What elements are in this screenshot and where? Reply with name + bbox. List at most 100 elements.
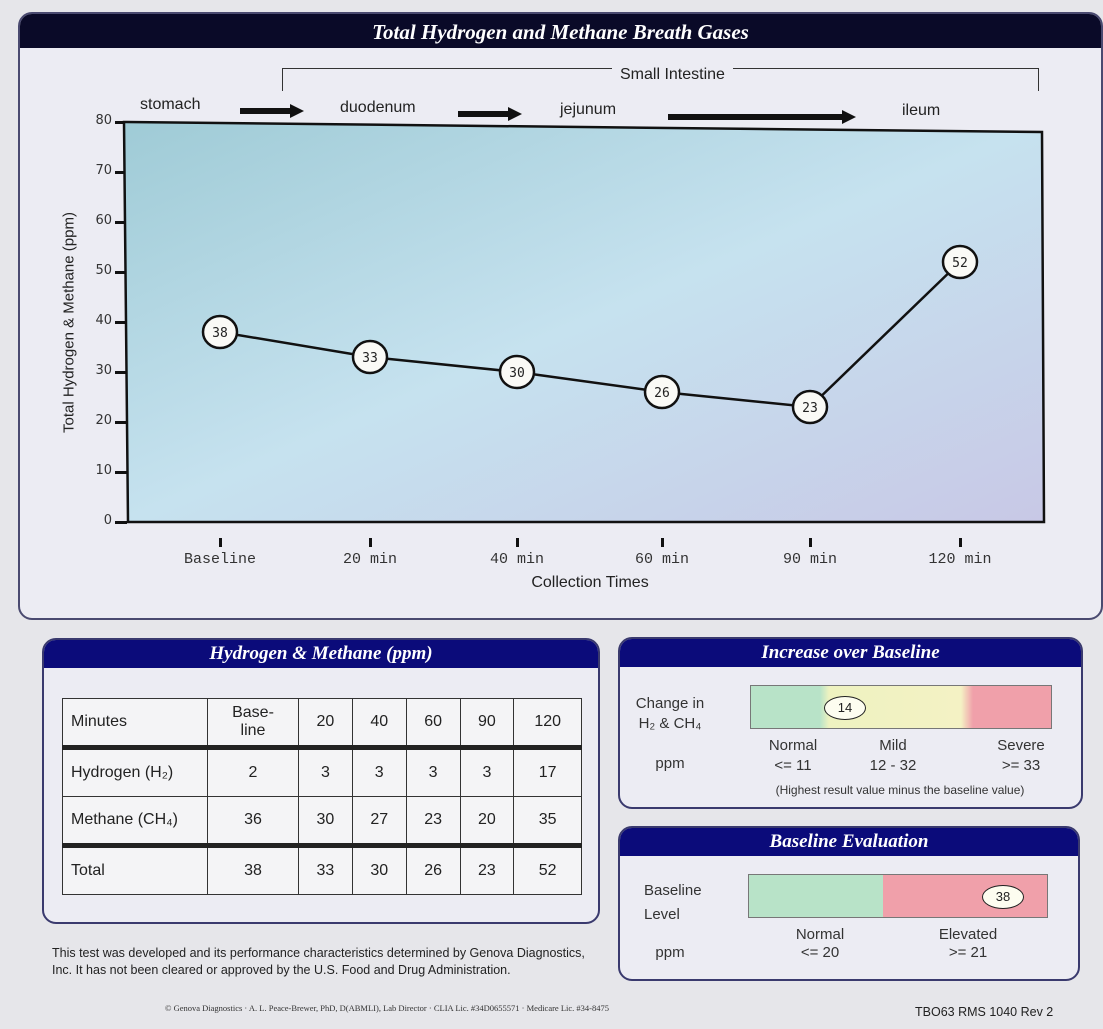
table-cell: 30	[297, 796, 353, 848]
range-mild-value: 12 - 32	[869, 757, 917, 774]
range-severe-name: Severe	[997, 737, 1045, 754]
y-tick-label: 50	[95, 263, 112, 278]
table-header-row: Minutes Base-line 20 40 60 90 120	[62, 698, 582, 750]
table-header-cell: 40	[351, 698, 407, 750]
range-normal-value: <= 11	[774, 757, 812, 774]
y-tick-mark	[115, 220, 127, 224]
increase-over-baseline-panel: Increase over Baseline Change in H₂ & CH…	[618, 637, 1083, 809]
y-tick-label: 60	[95, 213, 112, 228]
table-cell: 38	[207, 845, 299, 895]
arrow-icon	[458, 107, 522, 126]
table-header-cell: 60	[405, 698, 461, 750]
y-tick-label: 70	[95, 163, 112, 178]
table-cell: 23	[405, 796, 461, 848]
x-axis-label: Collection Times	[531, 574, 649, 591]
y-tick-mark	[115, 270, 127, 274]
table-header-cell: 20	[297, 698, 353, 750]
table-cell: 3	[405, 747, 461, 797]
x-tick-mark	[809, 538, 812, 547]
range-elevated-value: >= 21	[948, 944, 988, 961]
x-tick-label: 120 min	[928, 551, 992, 568]
data-point-label: 38	[212, 326, 228, 341]
region-ileum: ileum	[902, 102, 941, 119]
arrow-icon	[240, 104, 304, 123]
x-tick-label: Baseline	[183, 551, 256, 568]
lab-credits: © Genova Diagnostics · A. L. Peace-Brewe…	[165, 1003, 609, 1013]
form-code: TBO63 RMS 1040 Rev 2	[915, 1005, 1054, 1019]
table-cell: 23	[459, 845, 515, 895]
x-tick-mark	[516, 538, 519, 547]
table-cell: 35	[513, 796, 582, 848]
row-label: Hydrogen (H₂)	[62, 747, 208, 797]
data-point-label: 52	[952, 256, 968, 271]
region-stomach: stomach	[140, 96, 201, 113]
table-cell: 2	[207, 747, 299, 797]
table-cell: 3	[297, 747, 353, 797]
row-label: Total	[62, 845, 208, 895]
gas-table-title: Hydrogen & Methane (ppm)	[44, 640, 598, 668]
data-point-label: 30	[509, 366, 525, 381]
y-tick-mark	[115, 420, 127, 424]
table-cell: 3	[351, 747, 407, 797]
table-header-cell: 120	[513, 698, 582, 750]
range-mild-name: Mild	[879, 737, 907, 754]
data-point-label: 33	[362, 351, 378, 366]
y-tick-mark	[115, 120, 127, 124]
y-tick-mark	[115, 370, 127, 374]
baseline-panel-title: Baseline Evaluation	[620, 828, 1078, 856]
baseline-label-line2: Level	[644, 906, 680, 923]
range-normal-name: Normal	[768, 737, 818, 754]
data-point-marker	[351, 339, 389, 375]
increase-panel-title: Increase over Baseline	[620, 639, 1081, 667]
increase-value-marker: 14	[824, 696, 866, 720]
table-cell: 17	[513, 747, 582, 797]
x-tick-mark	[959, 538, 962, 547]
chart-title: Total Hydrogen and Methane Breath Gases	[20, 14, 1101, 48]
y-tick-label: 40	[95, 313, 112, 328]
x-tick-label: 90 min	[782, 551, 837, 568]
table-header-cell: 90	[459, 698, 515, 750]
table-cell: 52	[513, 845, 582, 895]
table-cell: 27	[351, 796, 407, 848]
data-point-marker	[643, 374, 681, 410]
range-normal-name: Normal	[795, 926, 845, 943]
data-point-marker	[941, 244, 979, 280]
table-cell: 26	[405, 845, 461, 895]
table-row-total: Total 38 33 30 26 23 52	[62, 845, 582, 895]
table-cell: 30	[351, 845, 407, 895]
arrow-icon	[668, 110, 856, 129]
y-tick-mark	[115, 520, 127, 524]
y-tick-mark	[115, 170, 127, 174]
range-normal-value: <= 20	[800, 944, 840, 961]
baseline-evaluation-panel: Baseline Evaluation Baseline Level ppm 3…	[618, 826, 1080, 981]
range-severe-value: >= 33	[1001, 757, 1041, 774]
table-row-hydrogen: Hydrogen (H₂) 2 3 3 3 3 17	[62, 747, 582, 797]
unit-label: ppm	[655, 755, 685, 772]
table-cell: 20	[459, 796, 515, 848]
increase-scale-bar	[750, 685, 1052, 729]
x-tick-mark	[369, 538, 372, 547]
unit-label: ppm	[655, 944, 685, 961]
fda-disclaimer: This test was developed and its performa…	[52, 946, 585, 977]
data-point-marker	[201, 314, 239, 350]
gas-table-panel: Hydrogen & Methane (ppm) Minutes Base-li…	[42, 638, 600, 924]
change-label-line2: H₂ & CH₄	[638, 715, 702, 732]
gas-table: Minutes Base-line 20 40 60 90 120 Hydrog…	[62, 698, 582, 895]
plot-area: 38 33 30 26 23 52	[122, 120, 1046, 524]
data-point-label: 23	[802, 401, 818, 416]
row-label: Methane (CH₄)	[62, 796, 208, 848]
table-cell: 33	[297, 845, 353, 895]
data-series-line: 38 33 30 26 23 52	[201, 244, 979, 425]
increase-note: (Highest result value minus the baseline…	[775, 783, 1025, 797]
y-tick-label: 10	[95, 463, 112, 478]
table-cell: 36	[207, 796, 299, 848]
x-tick-label: 60 min	[634, 551, 689, 568]
table-header-cell: Minutes	[62, 698, 208, 750]
region-jejunum: jejunum	[560, 101, 617, 118]
breath-gas-chart-panel: Total Hydrogen and Methane Breath Gases …	[18, 12, 1103, 620]
y-tick-label: 80	[95, 113, 112, 128]
small-intestine-label: Small Intestine	[612, 66, 733, 84]
range-elevated-name: Elevated	[938, 926, 998, 943]
baseline-label-line1: Baseline	[644, 882, 702, 899]
table-cell: 3	[459, 747, 515, 797]
